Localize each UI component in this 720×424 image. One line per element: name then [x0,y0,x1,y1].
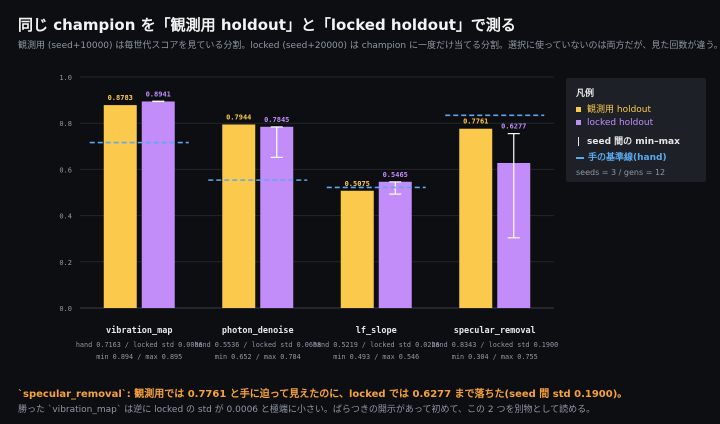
x-tick-label: specular_removal [454,326,536,336]
x-tick-label: lf_slope [356,326,397,336]
footer-note: 勝った `vibration_map` は逆に locked の std が 0… [18,405,596,415]
legend-title: 凡例 [576,89,595,99]
y-tick-label: 0.8 [59,120,72,128]
legend-label-observed: 観測用 holdout [587,105,652,115]
data-label-locked: 0.8941 [146,90,171,98]
x-tick-label: photon_denoise [222,325,294,336]
data-label-locked: 0.7845 [264,116,289,124]
stats-hand-std: hand 0.5536 / locked std 0.0608 [194,341,321,349]
legend-item-minmax: seed 間の min–max [576,134,680,147]
stats-hand-std: hand 0.8343 / locked std 0.1900 [431,341,558,349]
legend-label-hand: 手の基準線(hand) [588,153,667,163]
data-label-observed: 0.7761 [463,118,488,126]
data-label-locked: 0.5465 [383,171,408,179]
page-title: 同じ champion を「観測用 holdout」と「locked holdo… [18,16,516,34]
page-subtitle: 観測用 (seed+10000) は毎世代スコアを見ている分割。locked (… [18,41,720,51]
legend-label-locked: locked holdout [587,118,654,128]
bar-chart: 0.0 0.2 0.4 0.6 0.8 1.0 0.8783 0.8941 vibration_… [59,74,558,361]
legend-note: seeds = 3 / gens = 12 [576,168,666,177]
legend-label-minmax: seed 間の min–max [587,137,680,147]
bar-observed [103,105,137,308]
stats-min-max: min 0.894 / max 0.895 [96,353,182,361]
data-label-locked: 0.6277 [501,123,526,131]
legend-item-locked: locked holdout [576,118,653,128]
x-tick-label: vibration_map [106,325,173,336]
legend: 凡例 観測用 holdout locked holdout seed 間の mi… [566,78,706,182]
footer-highlight: `specular_removal`: 観測用では 0.7761 と手に迫って見… [18,389,628,400]
legend-item-observed: 観測用 holdout [576,102,651,115]
y-tick-label: 0.0 [59,305,72,313]
y-tick-label: 0.4 [59,213,72,221]
stats-min-max: min 0.493 / max 0.546 [333,353,419,361]
data-label-observed: 0.7944 [226,113,251,121]
y-tick-label: 1.0 [59,74,72,82]
data-label-observed: 0.5075 [345,180,370,188]
bar-locked [141,101,175,309]
stats-hand-std: hand 0.7163 / locked std 0.0006 [76,341,203,349]
stats-hand-std: hand 0.5219 / locked std 0.0226 [313,341,440,349]
legend-swatch-locked [576,120,581,125]
bar-locked [378,181,412,308]
legend-swatch-hand [576,156,584,159]
bar-observed [222,124,256,309]
data-label-observed: 0.8783 [108,94,133,102]
y-tick-label: 0.6 [59,166,72,174]
stats-min-max: min 0.652 / max 0.784 [215,353,301,361]
legend-item-hand: 手の基準線(hand) [576,150,667,163]
y-tick-label: 0.2 [59,259,72,267]
bar-observed [459,128,493,308]
legend-swatch-observed [576,107,581,112]
legend-swatch-minmax [578,137,579,146]
bar-observed [340,190,374,308]
stats-min-max: min 0.304 / max 0.755 [452,353,538,361]
